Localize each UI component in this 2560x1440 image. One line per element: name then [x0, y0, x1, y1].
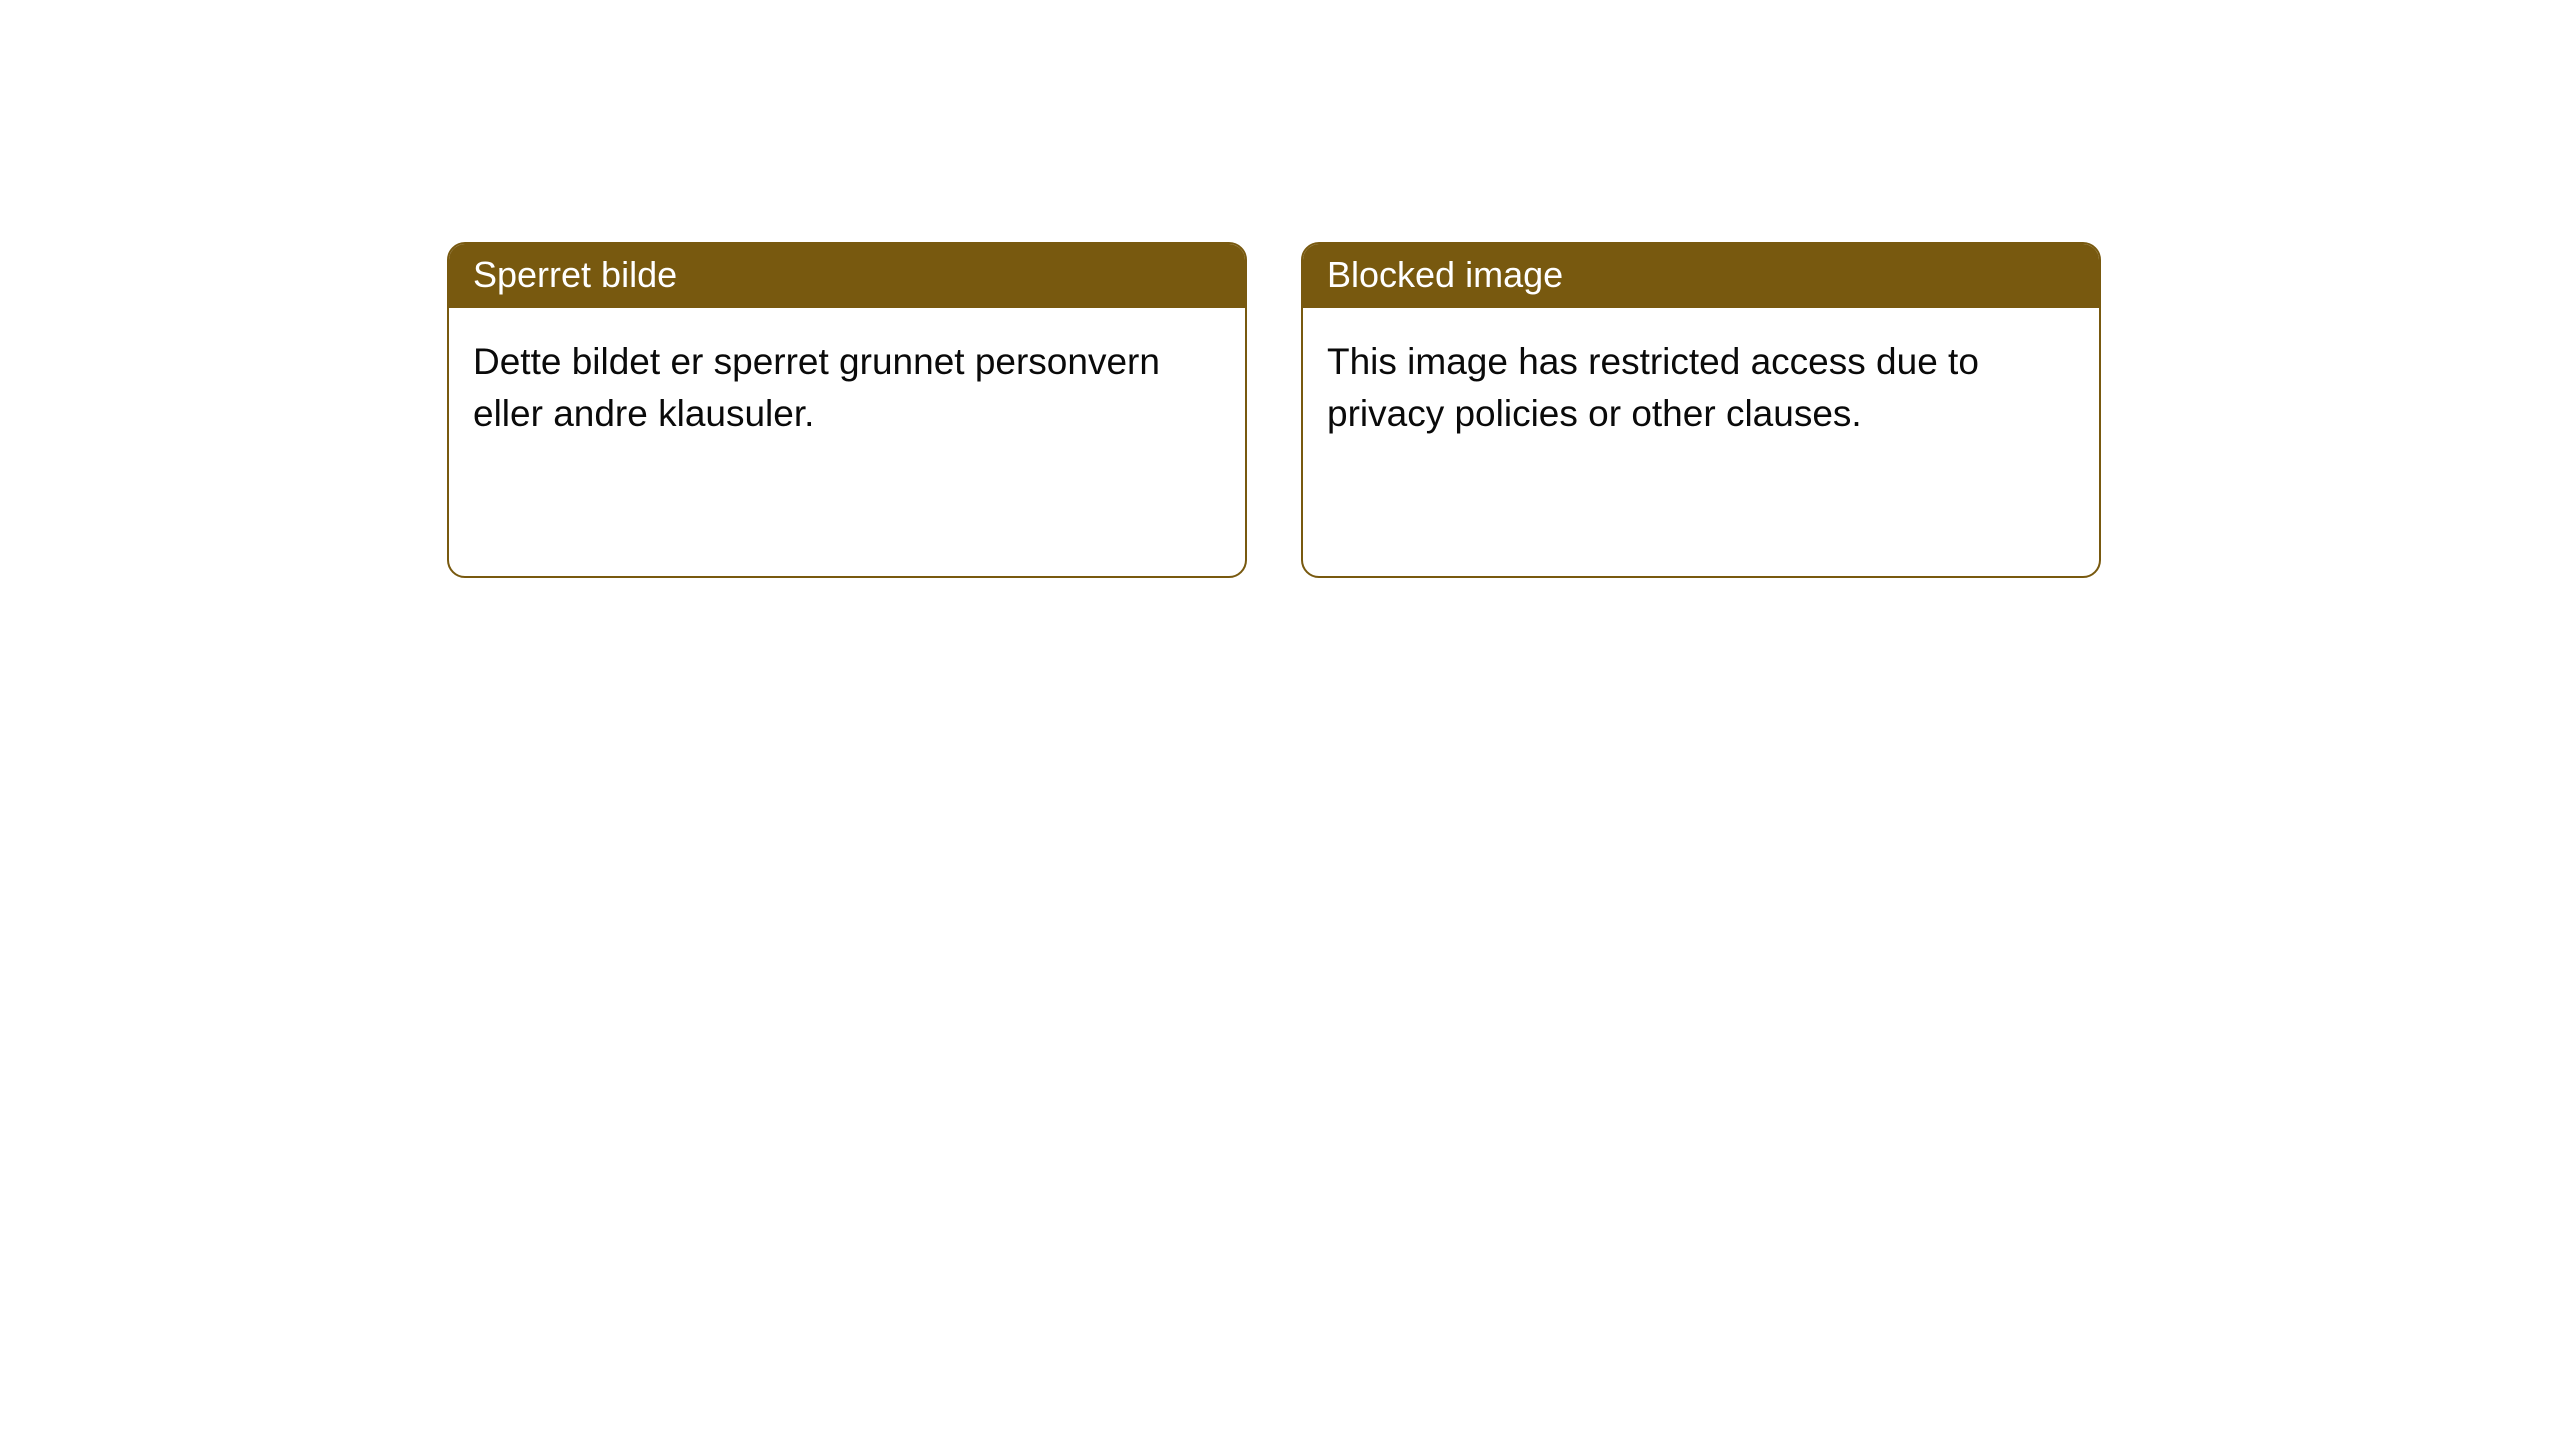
- notice-card-norwegian: Sperret bilde Dette bildet er sperret gr…: [447, 242, 1247, 578]
- notice-cards-container: Sperret bilde Dette bildet er sperret gr…: [447, 242, 2101, 578]
- notice-card-body: This image has restricted access due to …: [1303, 308, 2099, 464]
- notice-card-body: Dette bildet er sperret grunnet personve…: [449, 308, 1245, 464]
- notice-card-english: Blocked image This image has restricted …: [1301, 242, 2101, 578]
- notice-card-header: Blocked image: [1303, 244, 2099, 308]
- notice-card-header: Sperret bilde: [449, 244, 1245, 308]
